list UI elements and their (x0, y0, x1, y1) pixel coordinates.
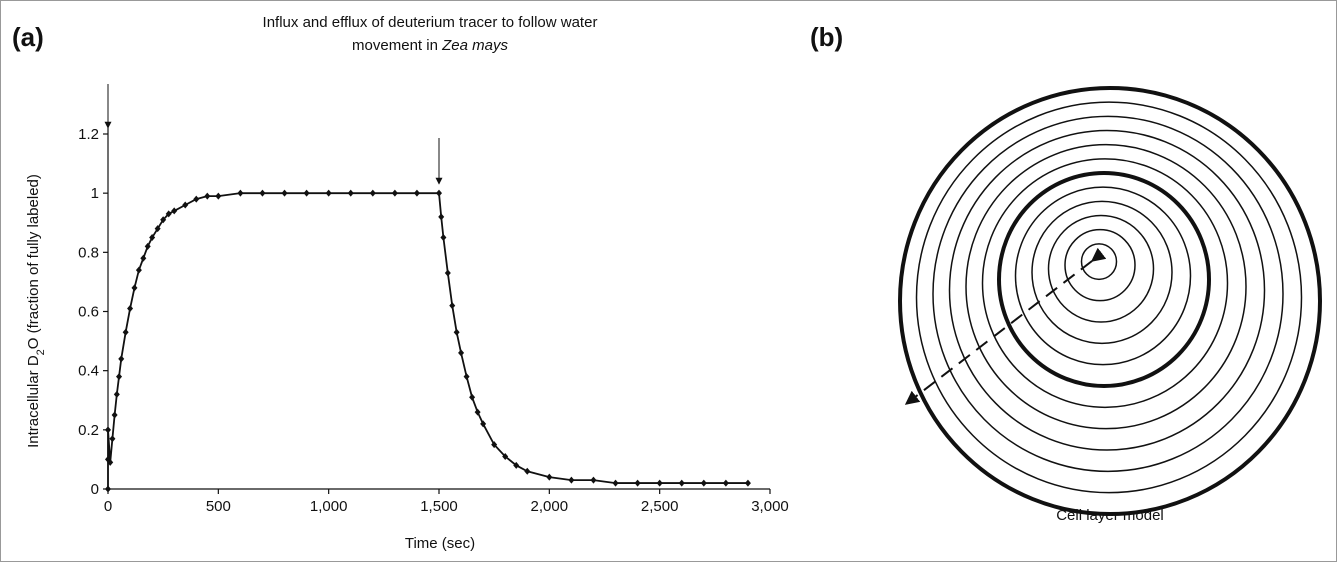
data-point (634, 479, 641, 487)
data-point (149, 234, 156, 242)
data-point (436, 189, 442, 197)
x-tick-label: 1,500 (420, 498, 458, 515)
cell-layer (1014, 186, 1192, 366)
x-tick-label: 3,000 (751, 498, 789, 515)
data-point (281, 189, 288, 197)
data-point (524, 467, 531, 475)
data-point (105, 426, 111, 434)
data-point (453, 328, 460, 336)
data-point (204, 192, 211, 200)
data-point (612, 479, 619, 487)
data-point (237, 189, 244, 197)
data-point (347, 189, 354, 197)
data-point (131, 284, 138, 292)
data-point (171, 207, 178, 215)
data-point (135, 266, 142, 274)
data-point (440, 234, 447, 242)
x-axis-label: Time (sec) (405, 535, 475, 552)
data-point (193, 195, 200, 203)
y-tick-label: 1 (91, 185, 99, 202)
diagram-caption: Cell layer model (1056, 507, 1164, 524)
annotation: Influx and efflux of deuterium tracer to… (263, 14, 598, 31)
cell-layer (1047, 214, 1155, 323)
y-label-text: O (fraction of fully labeled) (25, 174, 42, 349)
y-label-sub: 2 (35, 349, 47, 355)
data-point (491, 441, 498, 449)
annotation-text: movement in (352, 37, 442, 54)
panel-label: (a) (12, 22, 44, 52)
data-point (118, 355, 125, 363)
x-tick-label: 2,500 (641, 498, 679, 515)
cell-layer-diagram (898, 86, 1322, 516)
y-axis-label: Intracellular D2O (fraction of fully lab… (25, 174, 47, 448)
data-point (469, 393, 476, 401)
data-point (678, 479, 685, 487)
flow-arrow (904, 247, 1107, 405)
data-point (154, 225, 161, 233)
data-point (391, 189, 398, 197)
data-point (369, 189, 376, 197)
data-point (113, 390, 120, 398)
annotation-italic: Zea mays (441, 37, 508, 54)
panel-label: (b) (810, 22, 843, 52)
cell-layer (898, 86, 1322, 516)
data-point (546, 473, 553, 481)
data-point (127, 305, 134, 313)
data-point (259, 189, 266, 197)
data-point (656, 479, 663, 487)
data-point (700, 479, 707, 487)
data-point (480, 420, 487, 428)
y-tick-label: 0.8 (78, 244, 99, 261)
cell-layer (997, 171, 1211, 388)
x-tick-label: 500 (206, 498, 231, 515)
data-point (303, 189, 310, 197)
cell-layer (1064, 228, 1136, 302)
x-tick-label: 2,000 (531, 498, 569, 515)
x-tick-label: 1,000 (310, 498, 348, 515)
cell-layer (1080, 243, 1118, 281)
data-point (458, 349, 465, 357)
data-point (107, 458, 114, 466)
data-point (215, 192, 222, 200)
cell-layer (932, 115, 1284, 473)
y-tick-label: 0.6 (78, 304, 99, 321)
data-point (140, 254, 147, 262)
x-tick-label: 0 (104, 498, 112, 515)
data-point (160, 216, 167, 224)
data-point (449, 302, 456, 310)
y-tick-label: 0.2 (78, 422, 99, 439)
data-point (474, 408, 481, 416)
annotation: movement in Zea mays (352, 37, 508, 54)
y-label-text: Intracellular D (25, 355, 42, 448)
data-point (182, 201, 189, 209)
data-point (590, 476, 597, 484)
data-point (444, 269, 451, 277)
data-point (463, 373, 470, 381)
data-point (116, 373, 123, 381)
y-tick-label: 0.4 (78, 363, 99, 380)
data-point (722, 479, 729, 487)
data-point (513, 461, 520, 469)
data-point (122, 328, 129, 336)
y-tick-label: 0 (91, 481, 99, 498)
cell-layer (915, 101, 1303, 494)
data-point (438, 213, 445, 221)
y-tick-label: 1.2 (78, 126, 99, 143)
data-point (165, 210, 172, 218)
cell-layer (948, 129, 1266, 451)
data-point (568, 476, 575, 484)
data-point (111, 411, 118, 419)
data-point (109, 435, 116, 443)
data-point (144, 242, 151, 250)
data-line (107, 192, 748, 489)
data-point (744, 479, 751, 487)
data-point (502, 452, 509, 460)
data-point (413, 189, 420, 197)
data-point (105, 485, 111, 493)
data-point (325, 189, 332, 197)
